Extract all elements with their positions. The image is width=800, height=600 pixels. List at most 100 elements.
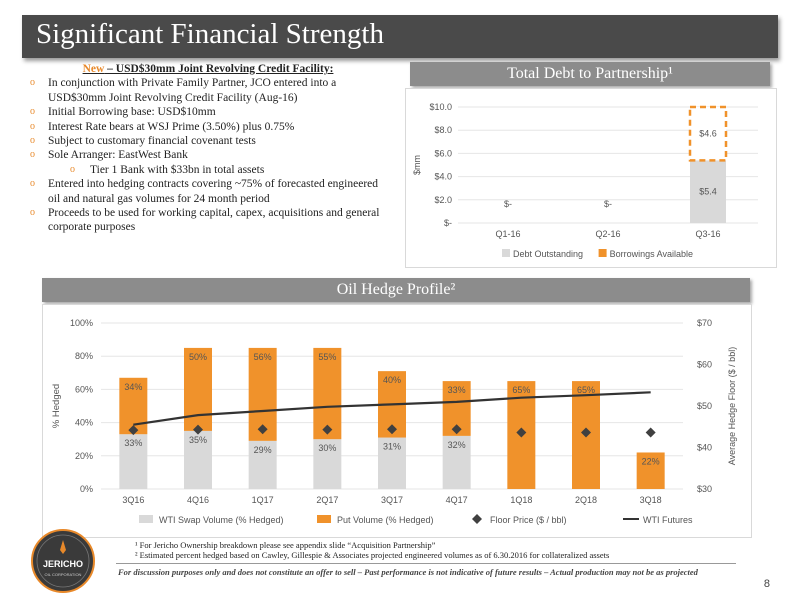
- y-axis-label: $mm: [412, 155, 422, 175]
- y-tick-label: $2.0: [434, 195, 452, 205]
- bullet-marker-icon: o: [30, 178, 35, 190]
- logo-sub: OIL CORPORATION: [45, 572, 82, 577]
- put-bar-label: 33%: [448, 385, 466, 395]
- bullet-item: o Entered into hedging contracts covering…: [28, 177, 388, 206]
- debt-bar: [688, 105, 728, 162]
- bullet-item: o Proceeds to be used for working capital…: [28, 206, 388, 235]
- bullet-list: o In conjunction with Private Family Part…: [28, 76, 388, 234]
- x-tick-label: 1Q17: [252, 495, 274, 505]
- y2-axis-label: Average Hedge Floor ($ / bbl): [727, 347, 737, 465]
- legend-marker-icon: [472, 514, 482, 524]
- bullet-text: Interest Rate bears at WSJ Prime (3.50%)…: [48, 120, 295, 133]
- floor-price-marker: [645, 427, 656, 438]
- hedge-bar: [442, 435, 471, 489]
- y-tick-label: 60%: [75, 384, 93, 394]
- y-tick-label: 0%: [80, 484, 93, 494]
- bullet-item: o Subject to customary financial covenant…: [28, 134, 388, 148]
- y2-tick-label: $60: [697, 360, 712, 370]
- footnotes: ¹ For Jericho Ownership breakdown please…: [135, 540, 609, 560]
- bullet-marker-icon: o: [70, 163, 75, 175]
- y-tick-label: $10.0: [429, 102, 452, 112]
- bullet-item: o Initial Borrowing base: USD$10mm: [28, 105, 388, 119]
- debt-bar-label: $-: [604, 199, 612, 209]
- debt-chart: $- $2.0 $4.0 $6.0 $8.0 $10.0 $mm Q1-16 $- Q2-16 $-…: [412, 102, 758, 259]
- floor-price-marker: [128, 425, 139, 436]
- swap-bar-label: 32%: [448, 440, 466, 450]
- legend-swatch: [502, 249, 510, 257]
- x-tick-label: 2Q18: [575, 495, 597, 505]
- bullet-text: Entered into hedging contracts covering …: [48, 178, 379, 205]
- credit-facility-heading: New – USD$30mm Joint Revolving Credit Fa…: [28, 62, 388, 76]
- footnote-1: ¹ For Jericho Ownership breakdown please…: [135, 540, 436, 550]
- y2-tick-label: $70: [697, 318, 712, 328]
- hedge-bar: [313, 347, 342, 440]
- debt-bar-label: $5.4: [699, 187, 717, 197]
- hedge-chart-panel: 0% 20% 40% 60% 80% 100% $30 $40 $50 $60 $70 % Hedge…: [42, 304, 752, 538]
- hedge-bar: [636, 452, 665, 489]
- y-tick-label: $-: [444, 218, 452, 228]
- sub-bullet-item: o Tier 1 Bank with $33bn in total assets: [28, 163, 388, 177]
- jericho-logo: JERICHO OIL CORPORATION: [30, 528, 96, 594]
- bullet-text: In conjunction with Private Family Partn…: [48, 77, 337, 104]
- put-bar-label: 50%: [189, 352, 207, 362]
- bullet-marker-icon: o: [30, 77, 35, 89]
- bullet-text: Sole Arranger: EastWest Bank: [48, 149, 188, 162]
- swap-bar-label: 31%: [383, 442, 401, 452]
- x-tick-label: Q2-16: [595, 229, 620, 239]
- hedge-bar: [119, 377, 148, 435]
- hedge-bar: [313, 439, 342, 489]
- bullet-marker-icon: o: [30, 106, 35, 118]
- x-tick-label: 3Q18: [640, 495, 662, 505]
- hedge-bar: [119, 434, 148, 489]
- legend-swatch: [598, 249, 607, 257]
- put-bar-label: 40%: [383, 375, 401, 385]
- floor-price-marker: [322, 424, 333, 435]
- floor-price-marker: [257, 424, 268, 435]
- page-title: Significant Financial Strength: [36, 18, 384, 50]
- bullet-item: o Interest Rate bears at WSJ Prime (3.50%…: [28, 120, 388, 134]
- x-tick-label: 3Q17: [381, 495, 403, 505]
- hedge-bar: [184, 430, 212, 489]
- y-tick-label: 100%: [70, 318, 93, 328]
- new-label: New: [82, 63, 105, 75]
- put-bar-label: 65%: [577, 385, 595, 395]
- floor-price-marker: [387, 424, 397, 435]
- put-bar-label: 56%: [254, 352, 272, 362]
- debt-header: Total Debt to Partnership¹: [410, 62, 770, 86]
- heading-rest: – USD$30mm Joint Revolving Credit Facili…: [104, 63, 334, 75]
- hedge-bar: [248, 440, 277, 489]
- bullet-marker-icon: o: [30, 120, 35, 132]
- hedge-header: Oil Hedge Profile²: [42, 278, 750, 302]
- legend-label: Borrowings Available: [610, 249, 693, 259]
- hedge-chart: 0% 20% 40% 60% 80% 100% $30 $40 $50 $60 $70 % Hedge…: [51, 318, 737, 525]
- footer-divider: [116, 563, 736, 564]
- debt-bar: [690, 160, 726, 223]
- bullet-text: Proceeds to be used for working capital,…: [48, 207, 380, 234]
- y-tick-label: 40%: [75, 418, 93, 428]
- y-tick-label: $4.0: [434, 172, 452, 182]
- legend-label: WTI Swap Volume (% Hedged): [159, 515, 284, 525]
- title-bar: Significant Financial Strength: [22, 15, 778, 58]
- y-tick-label: 20%: [75, 451, 93, 461]
- x-tick-label: 2Q17: [316, 495, 338, 505]
- x-tick-label: 1Q18: [510, 495, 532, 505]
- floor-price-marker: [193, 424, 203, 435]
- swap-bar-label: 30%: [318, 443, 336, 453]
- wti-futures-line: [133, 391, 651, 426]
- debt-chart-panel: $- $2.0 $4.0 $6.0 $8.0 $10.0 $mm Q1-16 $- Q2-16 $-…: [405, 88, 777, 268]
- y-tick-label: 80%: [75, 351, 93, 361]
- footnote-2: ² Estimated percent hedged based on Cawl…: [135, 550, 610, 560]
- y2-tick-label: $40: [697, 443, 712, 453]
- put-bar-label: 65%: [512, 385, 530, 395]
- y2-tick-label: $30: [697, 484, 712, 494]
- x-tick-label: 3Q16: [122, 495, 144, 505]
- put-bar-label: 34%: [124, 382, 142, 392]
- x-tick-label: 4Q17: [446, 495, 468, 505]
- legend-swatch: [139, 515, 153, 523]
- logo-name: JERICHO: [43, 559, 83, 569]
- bullet-item: o Sole Arranger: EastWest Bank: [28, 148, 388, 162]
- legend-label: Floor Price ($ / bbl): [490, 515, 567, 525]
- put-bar-label: 55%: [318, 352, 336, 362]
- y-tick-label: $8.0: [434, 125, 452, 135]
- disclaimer: For discussion purposes only and does no…: [118, 567, 698, 577]
